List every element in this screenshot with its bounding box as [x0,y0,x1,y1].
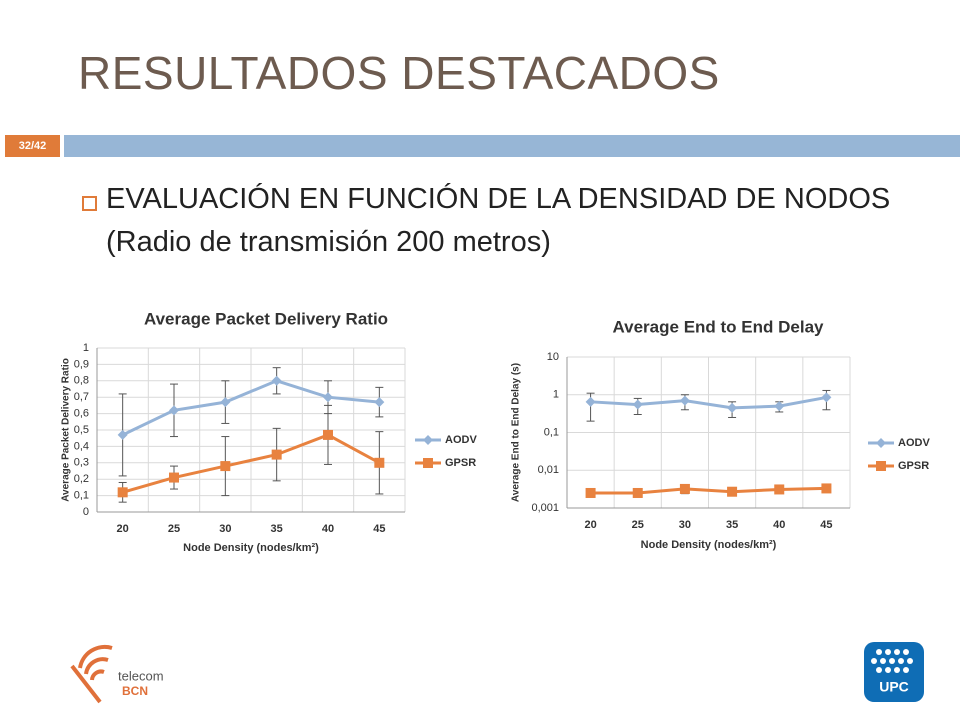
x-axis-label: Node Density (nodes/km²) [641,539,777,551]
y-tick-label: 0,001 [531,502,559,514]
legend-marker [423,435,433,445]
x-tick-label: 25 [168,523,180,535]
bullet-text: EVALUACIÓN EN FUNCIÓN DE LA DENSIDAD DE … [106,183,891,258]
telecom-logo: telecom BCN [70,644,164,704]
series-line [122,433,381,494]
series-line [590,486,827,495]
point [374,397,385,408]
point [727,402,738,413]
y-axis-label: Average End to End Delay (s) [511,363,522,502]
y-tick-label: 0,7 [74,391,89,403]
point [585,396,596,407]
y-tick-label: 0,3 [74,457,89,469]
legend-marker [423,458,433,468]
point [271,375,282,386]
header-bar [64,135,960,157]
y-tick-label: 0,4 [74,440,89,452]
y-tick-label: 1 [553,389,559,401]
y-tick-label: 0,5 [74,424,89,436]
x-tick-label: 45 [820,519,832,531]
bullet-marker [82,196,97,211]
chart: Average Packet Delivery Ratio 0 0,1 0,2 0,3 0… [61,309,478,553]
series-line [122,379,380,437]
y-axis-label: Average Packet Delivery Ratio [61,358,72,502]
y-tick-label: 0,1 [74,490,89,502]
logo-text: telecom [118,668,164,683]
upc-logo: UPC [864,642,924,702]
point [679,483,690,494]
point [821,483,832,494]
point [632,399,643,410]
x-tick-label: 30 [679,519,691,531]
point [169,405,179,416]
legend-label: GPSR [445,457,476,469]
legend-label: AODV [898,437,930,449]
point [323,429,333,440]
x-tick-label: 35 [726,519,738,531]
x-tick-label: 40 [773,519,785,531]
point [821,392,832,403]
y-tick-label: 1 [83,342,89,354]
y-tick-label: 0,1 [544,426,559,438]
chart: Average End to End Delay 0,001 0,01 0,1 1 10 2… [511,317,931,550]
series-line [590,395,827,410]
point [774,401,785,412]
point [117,487,128,498]
x-axis-label: Node Density (nodes/km²) [183,542,319,554]
legend-marker [876,461,886,471]
y-tick-label: 0,6 [74,408,89,420]
point [323,392,333,403]
point [632,487,643,498]
x-tick-label: 20 [117,523,129,535]
point [220,397,231,408]
y-tick-label: 0,2 [74,473,89,485]
logo-text: BCN [122,684,148,698]
legend-label: AODV [445,434,477,446]
x-tick-label: 45 [373,523,385,535]
legend-marker [876,438,886,448]
legend-label: GPSR [898,460,929,472]
chart-title: Average End to End Delay [613,317,825,336]
point [169,472,179,483]
logo-text: UPC [879,679,909,695]
slide-title: RESULTADOS DESTACADOS [78,47,720,99]
point [585,487,596,498]
page-number: 32/42 [5,135,60,157]
x-tick-label: 40 [322,523,334,535]
y-tick-label: 0,8 [74,375,89,387]
point [374,457,385,468]
point [774,484,785,495]
y-tick-label: 0,01 [538,464,559,476]
point [679,395,690,406]
x-tick-label: 20 [584,519,596,531]
point [117,429,128,440]
y-tick-label: 10 [547,351,559,363]
point [271,449,282,460]
chart-title: Average Packet Delivery Ratio [144,309,388,328]
x-tick-label: 25 [632,519,644,531]
point [727,486,738,497]
x-tick-label: 35 [271,523,283,535]
point [220,461,231,472]
x-tick-label: 30 [219,523,231,535]
y-tick-label: 0 [83,506,89,518]
y-tick-label: 0,9 [74,358,89,370]
